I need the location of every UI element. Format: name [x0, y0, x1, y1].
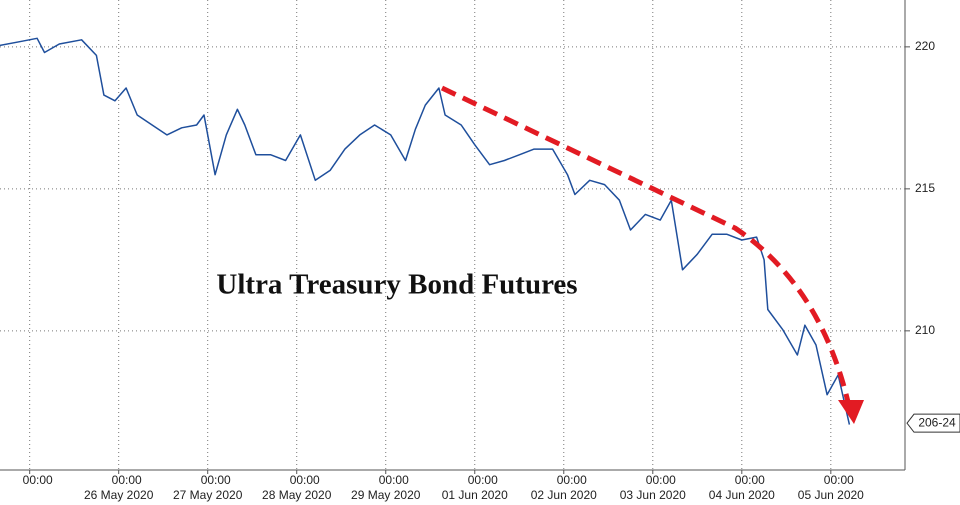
x-tick-label: 00:00 — [23, 473, 53, 487]
y-tick-label: 215 — [915, 181, 935, 195]
trend-arrowhead — [838, 400, 864, 424]
last-price-label: 206-24 — [918, 415, 956, 429]
y-tick-label: 220 — [915, 39, 935, 53]
x-tick-date: 04 Jun 2020 — [709, 488, 775, 502]
chart-title: Ultra Treasury Bond Futures — [216, 269, 577, 301]
x-tick-label: 00:00 — [735, 473, 765, 487]
x-tick-date: 28 May 2020 — [262, 488, 332, 502]
x-tick-label: 00:00 — [290, 473, 320, 487]
x-tick-label: 00:00 — [379, 473, 409, 487]
x-tick-date: 05 Jun 2020 — [798, 488, 864, 502]
plot-area — [0, 0, 905, 470]
x-tick-date: 29 May 2020 — [351, 488, 421, 502]
price-line — [0, 37, 851, 425]
x-tick-date: 02 Jun 2020 — [531, 488, 597, 502]
x-tick-date: 03 Jun 2020 — [620, 488, 686, 502]
x-tick-label: 00:00 — [824, 473, 854, 487]
x-tick-label: 00:00 — [112, 473, 142, 487]
y-tick-label: 210 — [915, 323, 935, 337]
last-price-tag — [906, 413, 960, 433]
x-tick-date: 01 Jun 2020 — [442, 488, 508, 502]
x-tick-label: 00:00 — [201, 473, 231, 487]
x-tick-label: 00:00 — [468, 473, 498, 487]
x-tick-label: 00:00 — [557, 473, 587, 487]
x-tick-date: 27 May 2020 — [173, 488, 243, 502]
x-tick-date: 26 May 2020 — [84, 488, 154, 502]
x-tick-label: 00:00 — [646, 473, 676, 487]
trend-arrow — [440, 85, 851, 403]
